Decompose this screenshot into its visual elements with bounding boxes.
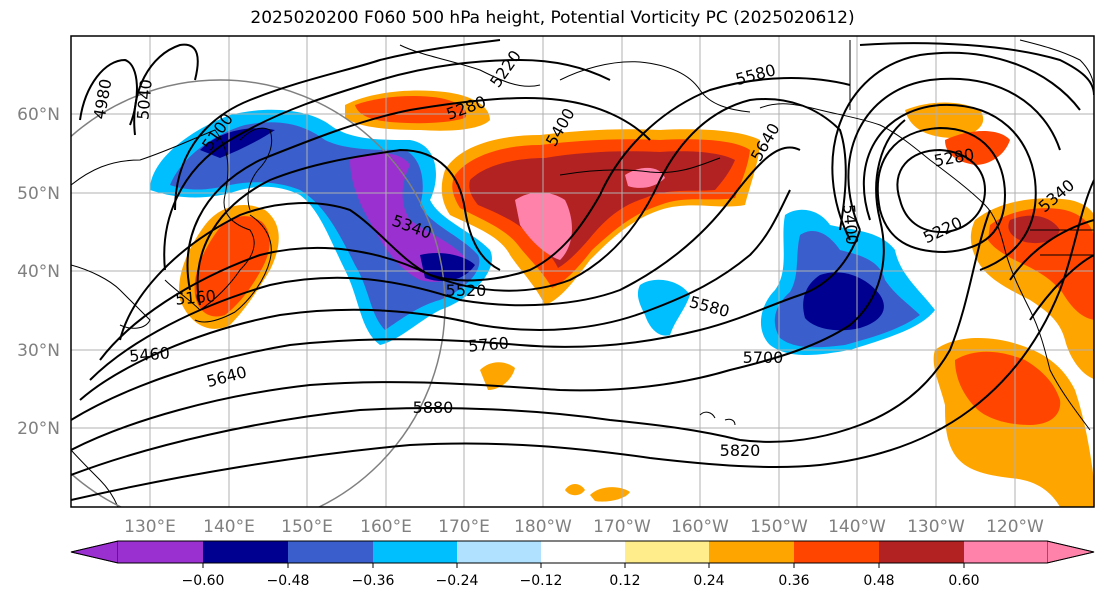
contour-label: 5760 xyxy=(467,333,509,355)
longitude-labels: 130°E 140°E 150°E 160°E 170°E 180°W 170°… xyxy=(124,517,1044,537)
colorbar-tick-label: 0.24 xyxy=(693,573,724,589)
graticule xyxy=(71,36,1094,507)
colorbar-tick-label: 0.60 xyxy=(948,573,979,589)
lon-label: 160°E xyxy=(360,517,412,537)
colorbar-segment xyxy=(203,541,288,563)
colorbar-segment xyxy=(625,541,709,563)
lon-label: 150°E xyxy=(281,517,333,537)
lat-label: 20°N xyxy=(17,419,60,439)
colorbar-tick-label: −0.48 xyxy=(267,573,310,589)
colorbar-ticks xyxy=(202,563,965,568)
contour-label: 5400 xyxy=(839,203,861,245)
lat-label: 50°N xyxy=(17,184,60,204)
pv-positive-shading xyxy=(179,90,1094,507)
lat-label: 40°N xyxy=(17,262,60,282)
colorbar: −0.60 −0.48 −0.36 −0.24 −0.12 0.12 0.24 … xyxy=(70,540,1095,589)
map-content: 4980 5040 5100 5220 5280 5400 5580 5640 … xyxy=(71,36,1094,507)
height-contours xyxy=(71,39,1094,501)
lon-label: 140°W xyxy=(828,517,886,537)
lon-label: 170°W xyxy=(593,517,651,537)
colorbar-segment xyxy=(541,541,625,563)
contour-label: 5040 xyxy=(133,78,155,120)
lon-label: 160°W xyxy=(671,517,729,537)
colorbar-segment xyxy=(964,541,1047,563)
lat-label: 30°N xyxy=(17,341,60,361)
colorbar-right-extend xyxy=(1046,540,1095,564)
contour-label: 5820 xyxy=(720,441,761,460)
range-circle xyxy=(71,79,446,507)
colorbar-segment xyxy=(457,541,541,563)
lat-label: 60°N xyxy=(17,105,60,125)
colorbar-segment xyxy=(794,541,879,563)
lon-label: 180°W xyxy=(514,517,572,537)
lon-label: 120°W xyxy=(986,517,1044,537)
colorbar-segment xyxy=(118,541,203,563)
colorbar-segment xyxy=(709,541,794,563)
colorbar-tick-label: −0.36 xyxy=(352,573,395,589)
colorbar-tick-label: −0.24 xyxy=(436,573,479,589)
contour-label: 5700 xyxy=(743,348,784,367)
colorbar-tick-label: −0.60 xyxy=(182,573,225,589)
contour-label: 5520 xyxy=(446,281,487,300)
colorbar-left-extend xyxy=(70,540,119,564)
colorbar-segment xyxy=(288,541,373,563)
contour-label: 5880 xyxy=(413,398,454,417)
colorbar-tick-label: 0.12 xyxy=(609,573,640,589)
colorbar-segment xyxy=(879,541,964,563)
colorbar-segment xyxy=(373,541,457,563)
colorbar-tick-label: 0.48 xyxy=(863,573,894,589)
contour-label: 5160 xyxy=(174,286,216,308)
contour-label: 5460 xyxy=(128,343,170,365)
lon-label: 170°E xyxy=(438,517,490,537)
colorbar-tick-label: 0.36 xyxy=(778,573,809,589)
lon-label: 130°W xyxy=(907,517,965,537)
map-title: 2025020200 F060 500 hPa height, Potentia… xyxy=(250,8,855,28)
lon-label: 140°E xyxy=(203,517,255,537)
lon-label: 130°E xyxy=(124,517,176,537)
latitude-labels: 60°N 50°N 40°N 30°N 20°N xyxy=(17,105,60,439)
colorbar-tick-label: −0.12 xyxy=(520,573,563,589)
map-frame xyxy=(70,35,1095,508)
lon-label: 150°W xyxy=(750,517,808,537)
